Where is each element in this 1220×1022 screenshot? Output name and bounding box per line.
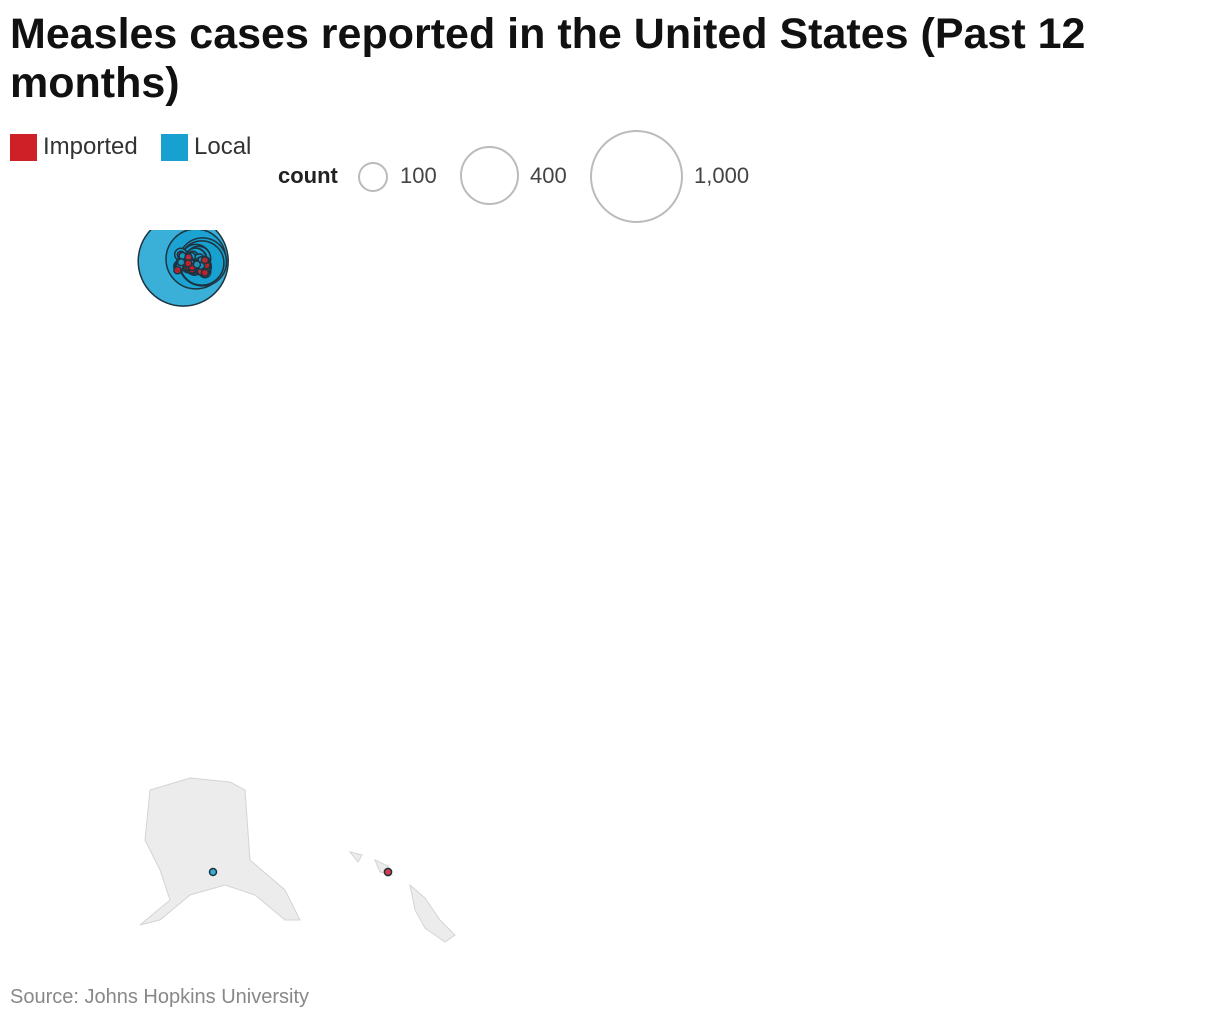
legend-local: Local — [161, 133, 251, 161]
imported-case-bubble[interactable] — [184, 259, 193, 268]
size-legend-label-400: 400 — [530, 163, 567, 188]
local-case-bubble[interactable] — [208, 867, 218, 877]
imported-swatch — [10, 133, 37, 161]
legend-imported: Imported — [10, 133, 138, 161]
imported-case-bubble[interactable] — [383, 867, 393, 877]
local-case-bubble[interactable] — [192, 260, 202, 269]
size-legend-label-1000: 1,000 — [694, 163, 750, 188]
alaska-shape — [139, 777, 301, 926]
legend-imported-label: Imported — [43, 133, 138, 160]
local-swatch — [161, 133, 188, 161]
imported-case-bubble[interactable] — [200, 256, 210, 265]
size-legend-title: count — [278, 163, 338, 188]
source-note: Source: Johns Hopkins University — [10, 986, 310, 1008]
legend-local-label: Local — [194, 133, 252, 160]
hawaii-shape — [348, 851, 456, 943]
imported-case-bubble[interactable] — [173, 265, 182, 275]
size-legend-circle-1000 — [590, 130, 683, 223]
size-legend-circle-100 — [358, 162, 388, 192]
map-insets — [139, 777, 456, 943]
size-legend-label-100: 100 — [400, 163, 437, 188]
size-legend-circle-400 — [460, 146, 519, 205]
imported-case-bubble[interactable] — [200, 268, 210, 278]
map-points — [137, 230, 393, 877]
chart-title: Measles cases reported in the United Sta… — [10, 10, 1086, 107]
local-case-bubble[interactable] — [176, 257, 186, 267]
us-map — [137, 230, 456, 943]
